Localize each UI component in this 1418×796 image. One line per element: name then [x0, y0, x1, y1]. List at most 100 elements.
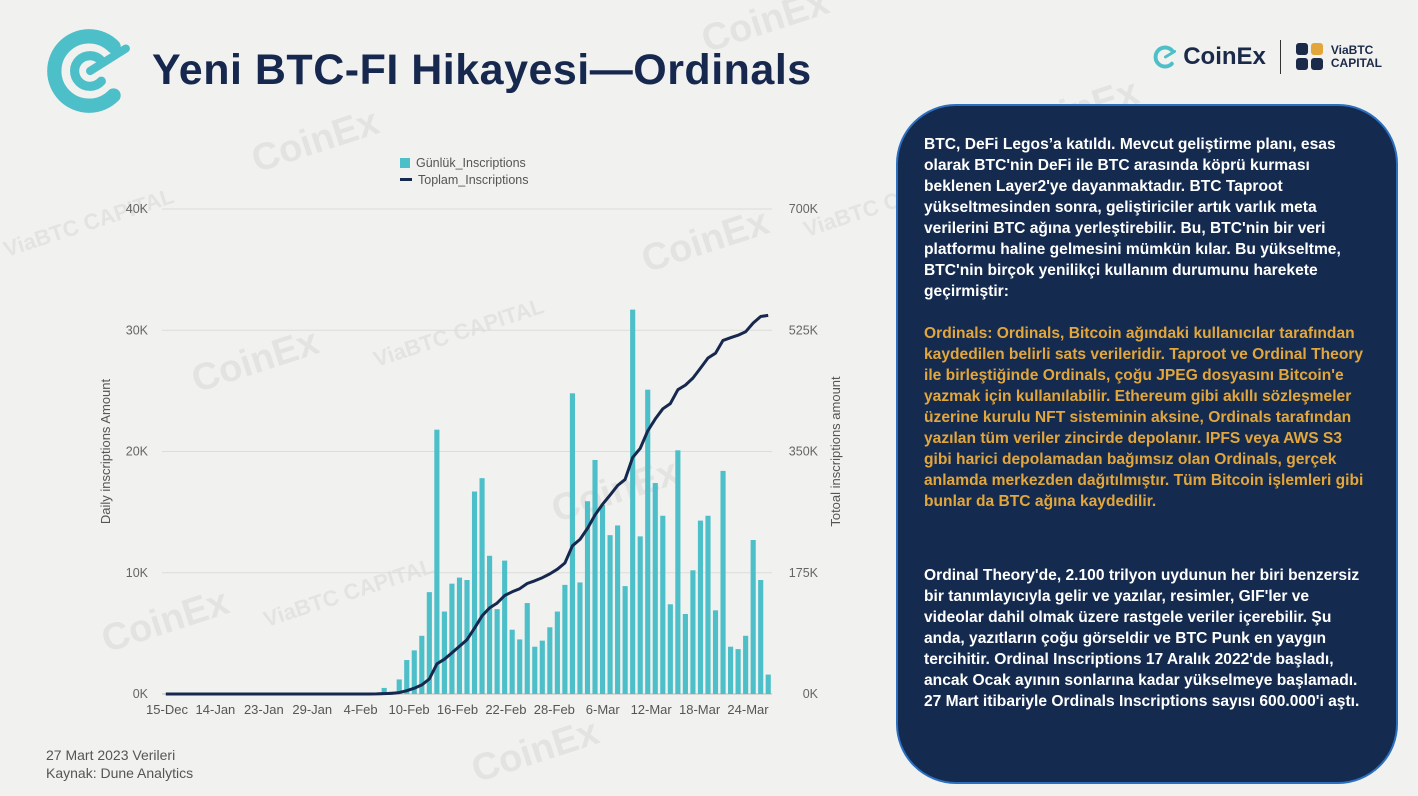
x-tick-label: 16-Feb [437, 702, 478, 717]
coinex-brand: CoinEx [1150, 43, 1266, 71]
viabtc-icon [1295, 43, 1323, 70]
bar-daily [532, 646, 538, 694]
bar-daily [607, 535, 613, 694]
y2-tick-label: 700K [789, 202, 819, 216]
bar-daily [720, 470, 726, 694]
bar-daily [547, 627, 553, 694]
bar-daily [441, 611, 447, 694]
bar-daily [577, 582, 583, 694]
bar-daily [592, 459, 598, 694]
x-tick-label: 29-Jan [292, 702, 332, 717]
bar-daily [615, 525, 621, 694]
footer-date: 27 Mart 2023 Verileri [46, 747, 176, 763]
y-tick-label: 40K [126, 202, 149, 216]
x-tick-label: 24-Mar [727, 702, 769, 717]
bar-daily [675, 450, 681, 694]
bar-daily [690, 570, 696, 694]
coinex-icon [1153, 45, 1177, 69]
bar-daily [411, 650, 417, 694]
panel-paragraph-theory: Ordinal Theory'de, 2.100 trilyon uydunun… [924, 567, 1360, 710]
bar-daily [682, 613, 688, 694]
bar-daily [404, 660, 410, 694]
bar-daily [381, 687, 387, 694]
chart-legend: Günlük_Inscriptions Toplam_Inscriptions [400, 154, 528, 188]
bar-daily [509, 629, 515, 694]
y2-tick-label: 0K [803, 687, 819, 701]
bar-daily [502, 560, 508, 694]
x-tick-label: 14-Jan [196, 702, 236, 717]
bar-daily [449, 583, 455, 694]
y-tick-label: 20K [126, 445, 149, 459]
bar-daily [554, 611, 560, 694]
bar-daily [637, 536, 643, 694]
x-tick-label: 12-Mar [631, 702, 673, 717]
bar-daily [569, 393, 575, 694]
bar-daily [539, 640, 545, 694]
footer-source: Kaynak: Dune Analytics [46, 765, 194, 781]
x-tick-label: 18-Mar [679, 702, 721, 717]
bar-daily [697, 520, 704, 694]
bar-daily [622, 586, 628, 694]
bar-daily [712, 610, 719, 694]
bar-daily [584, 501, 591, 694]
bar-daily [419, 635, 425, 694]
brand-logos: CoinEx ViaBTC CAPITAL [1150, 40, 1382, 74]
panel-paragraph-ordinals: Ordinals: Ordinals, Bitcoin ağındaki kul… [924, 325, 1364, 510]
viabtc-brand: ViaBTC CAPITAL [1295, 42, 1382, 72]
viabtc-label-sub: CAPITAL [1330, 56, 1382, 70]
bar-daily [758, 580, 764, 694]
bar-daily [456, 577, 463, 694]
bar-daily [645, 389, 651, 694]
page-title: Yeni BTC-FI Hikayesi—Ordinals [152, 46, 812, 94]
legend-swatch-bar [400, 157, 410, 168]
legend-label-total: Toplam_Inscriptions [418, 172, 529, 187]
bar-daily [705, 515, 711, 694]
bar-daily [524, 603, 530, 694]
bar-daily [652, 483, 658, 694]
bar-daily [494, 609, 500, 694]
brand-divider [1279, 40, 1281, 74]
bar-daily [599, 504, 606, 694]
y2-axis-title: Totoal inscriptions amount [828, 376, 843, 527]
bar-daily [750, 540, 756, 694]
legend-label-daily: Günlük_Inscriptions [416, 155, 526, 170]
coinex-logo-icon [47, 29, 130, 113]
bar-daily [735, 649, 741, 694]
bar-daily [479, 478, 485, 694]
x-tick-label: 10-Feb [388, 702, 429, 717]
legend-item-total: Toplam_Inscriptions [400, 171, 528, 188]
y-tick-label: 30K [126, 323, 149, 337]
bar-daily [728, 646, 734, 694]
bar-daily [743, 635, 749, 694]
line-total [165, 313, 769, 696]
bar-daily [517, 639, 523, 694]
description-panel: BTC, DeFi Legos’a katıldı. Mevcut gelişt… [896, 104, 1398, 784]
viabtc-label: ViaBTC [1330, 43, 1374, 57]
x-tick-label: 28-Feb [534, 702, 575, 717]
bar-daily [471, 491, 478, 694]
inscriptions-chart: 0K 0K 10K 175K 20K 350K 30K 525K 40K 700K Daily in… [98, 202, 843, 717]
x-tick-label: 6-Mar [586, 702, 621, 717]
y2-tick-label: 175K [789, 566, 819, 580]
legend-swatch-line [400, 178, 412, 181]
bar-daily [396, 679, 402, 694]
coinex-brand-label: CoinEx [1183, 43, 1266, 70]
y2-tick-label: 525K [789, 323, 819, 337]
bar-daily [487, 555, 493, 694]
x-tick-label: 15-Dec [146, 702, 188, 717]
legend-item-daily: Günlük_Inscriptions [400, 154, 528, 171]
bar-daily [434, 429, 440, 694]
y2-tick-label: 350K [789, 445, 819, 459]
bar-daily [562, 584, 568, 694]
x-tick-label: 22-Feb [485, 702, 526, 717]
bar-daily [667, 604, 673, 694]
x-tick-label: 23-Jan [244, 702, 284, 717]
bar-daily [660, 515, 666, 694]
footer: 27 Mart 2023 Verileri Kaynak: Dune Analy… [46, 746, 193, 782]
bar-daily [426, 592, 432, 694]
y-axis-title: Daily inscriptions Amount [98, 379, 113, 525]
x-tick-label: 4-Feb [344, 702, 378, 717]
y-tick-label: 0K [133, 687, 149, 701]
y-tick-label: 10K [126, 566, 149, 580]
